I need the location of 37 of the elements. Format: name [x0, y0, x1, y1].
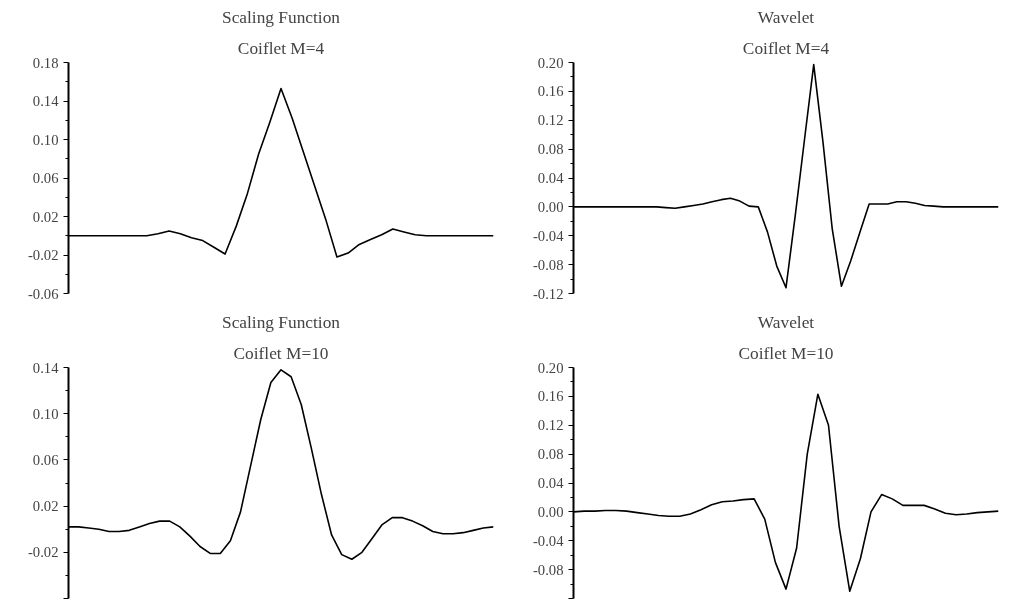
chart-subtitle: Coiflet M=10: [233, 343, 329, 363]
y-tick-label: 0.02: [32, 208, 59, 225]
y-tick-label: 0.10: [32, 131, 59, 148]
y-tick-label: -0.06: [27, 285, 59, 302]
y-tick-label: -0.04: [532, 227, 565, 244]
y-tick-label: 0.12: [537, 417, 564, 434]
y-tick-label: 0.08: [537, 446, 564, 463]
y-tick-label: -0.02: [27, 247, 59, 263]
chart-subtitle: Coiflet M=4: [237, 38, 325, 58]
y-tick-label: 0.10: [32, 405, 59, 422]
y-tick-label: 0.16: [537, 388, 564, 405]
y-tick-label: -0.02: [27, 544, 59, 561]
y-tick-label: 0.18: [32, 54, 59, 71]
y-tick-label: 0.06: [32, 451, 59, 468]
y-tick-label: 0.20: [537, 54, 564, 71]
chart-title: Wavelet: [757, 312, 815, 332]
y-tick-label: 0.04: [537, 475, 565, 491]
y-tick-label: 0.16: [537, 83, 564, 100]
y-tick-label: 0.12: [537, 112, 564, 129]
y-tick-label: 0.14: [32, 359, 60, 376]
chart-title: Wavelet: [757, 7, 815, 27]
y-tick-label: -0.08: [532, 561, 564, 578]
y-tick-label: 0.06: [32, 170, 59, 186]
y-tick-label: -0.08: [532, 256, 564, 273]
y-tick-label: -0.04: [532, 532, 565, 549]
y-tick-label: 0.04: [537, 170, 565, 186]
y-tick-label: -0.12: [532, 285, 564, 302]
chart-title: Scaling Function: [222, 7, 341, 27]
y-tick-label: 0.02: [32, 498, 59, 515]
y-tick-label: 0.08: [537, 141, 564, 158]
y-tick-label: 0.20: [537, 359, 564, 376]
y-tick-label: 0.00: [537, 503, 564, 520]
chart-subtitle: Coiflet M=10: [738, 343, 834, 363]
y-tick-label: 0.00: [537, 198, 564, 215]
chart-title: Scaling Function: [222, 312, 341, 332]
y-tick-label: 0.14: [32, 93, 60, 109]
chart-subtitle: Coiflet M=4: [742, 38, 830, 58]
